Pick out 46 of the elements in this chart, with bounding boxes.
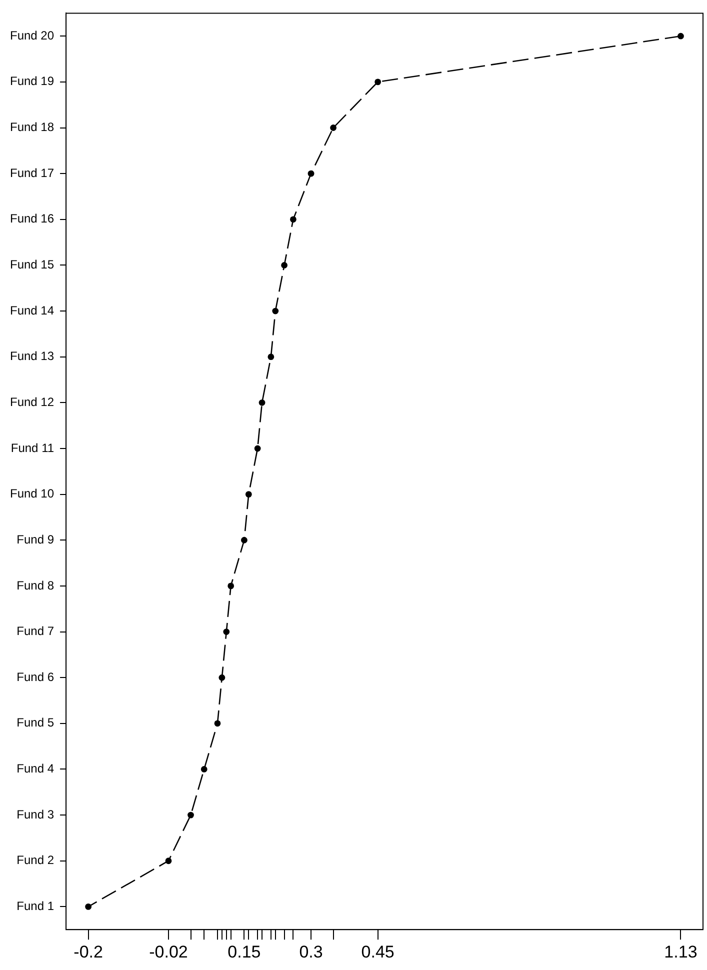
point — [245, 491, 252, 498]
point — [223, 628, 230, 635]
y-tick-label: Fund 15 — [10, 258, 54, 272]
point — [241, 536, 248, 544]
x-tick-label: 0.15 — [228, 942, 261, 962]
y-tick-label: Fund 11 — [10, 440, 54, 455]
y-tick-label: Fund 13 — [10, 349, 54, 364]
x-tick-label: 1.13 — [664, 942, 698, 962]
point — [308, 170, 314, 177]
y-tick-label: Fund 6 — [16, 670, 54, 684]
y-tick-label: Fund 16 — [10, 212, 54, 226]
y-tick-label: Fund 10 — [10, 486, 54, 501]
y-tick-label: Fund 5 — [16, 716, 54, 730]
y-tick-label: Fund 7 — [16, 624, 54, 638]
point — [272, 308, 279, 314]
point — [188, 812, 194, 818]
y-tick-label: Fund 14 — [10, 303, 54, 318]
point — [678, 32, 684, 40]
point — [254, 445, 261, 452]
point — [330, 124, 336, 131]
point — [281, 262, 288, 268]
point — [374, 78, 382, 86]
y-tick-label: Fund 12 — [10, 394, 54, 409]
x-tick-label: -0.02 — [149, 942, 188, 962]
y-tick-label: Fund 1 — [16, 899, 54, 914]
point — [218, 674, 226, 681]
point — [165, 858, 172, 864]
y-tick-label: Fund 18 — [10, 120, 54, 134]
point — [268, 354, 274, 360]
x-tick-label: 0.3 — [299, 942, 323, 962]
y-tick-label: Fund 20 — [10, 28, 54, 42]
point — [200, 766, 208, 772]
x-tick-label: 0.45 — [361, 942, 394, 962]
y-tick-label: Fund 3 — [16, 807, 54, 822]
y-tick-label: Fund 4 — [16, 762, 54, 776]
point — [258, 399, 266, 406]
point — [228, 582, 234, 590]
y-tick-label: Fund 17 — [10, 166, 54, 180]
y-tick-label: Fund 9 — [16, 532, 54, 546]
point — [290, 216, 296, 223]
y-tick-label: Fund 2 — [16, 853, 54, 868]
y-tick-label: Fund 19 — [10, 74, 54, 88]
y-tick-label: Fund 8 — [16, 578, 54, 592]
point — [85, 903, 92, 910]
point — [214, 720, 221, 727]
x-tick-label: -0.2 — [74, 942, 103, 962]
